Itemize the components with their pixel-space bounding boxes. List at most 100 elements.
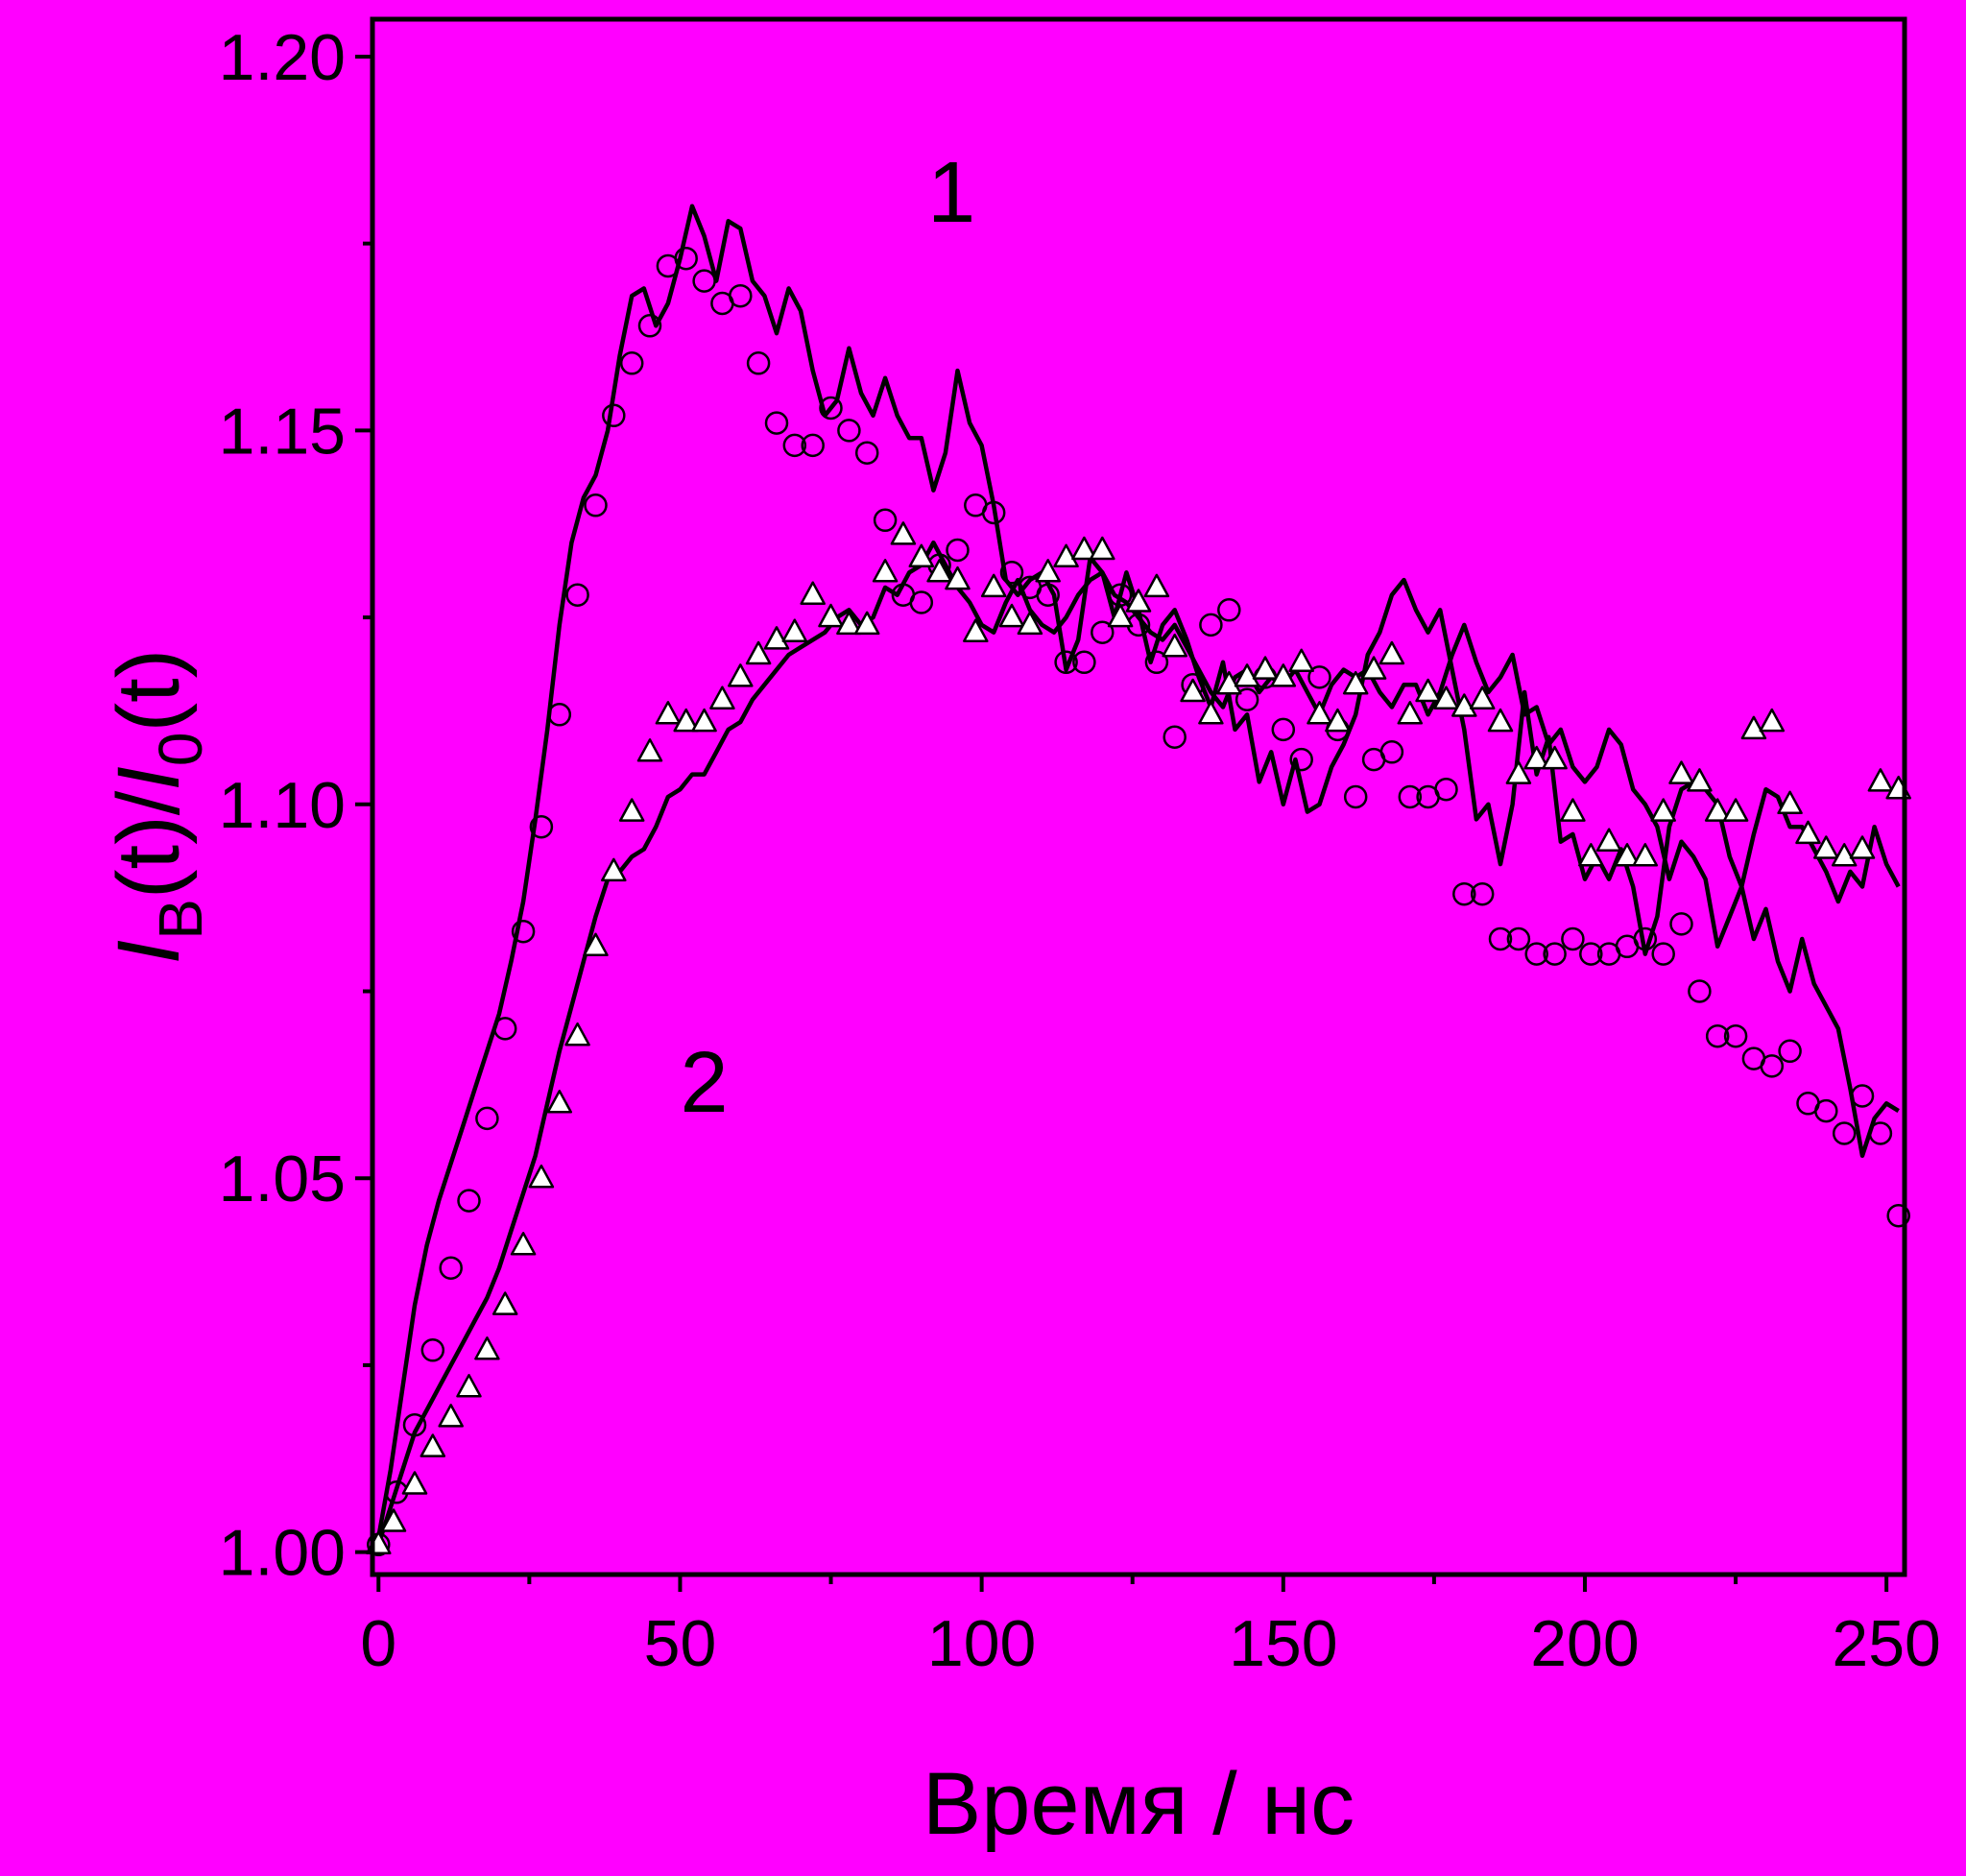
- tick-layer: [355, 54, 1889, 1592]
- series-1-point-triangle: [872, 559, 899, 583]
- series-1-point-triangle: [401, 1471, 428, 1495]
- series-1-point-triangle: [1198, 701, 1224, 725]
- series-0-point-circle: [402, 1412, 427, 1437]
- series-0-point-circle: [1271, 717, 1296, 742]
- series-1-point-triangle: [1107, 603, 1134, 628]
- series-1-point-triangle: [546, 1090, 573, 1114]
- series-0-point-circle: [547, 703, 572, 727]
- series-0-point-circle: [1579, 942, 1603, 966]
- series-0-point-circle: [439, 1256, 463, 1280]
- y-axis-title-mid: (t)/: [100, 790, 198, 899]
- series-0-point-circle: [1091, 620, 1115, 644]
- series-0-point-circle: [1163, 725, 1187, 749]
- y-axis-title-sub2: 0: [146, 733, 215, 767]
- series-0-point-circle: [801, 433, 825, 458]
- series-1-point-triangle: [380, 1508, 407, 1532]
- series-1-point-triangle: [1759, 708, 1786, 733]
- plot-frame: [370, 16, 1907, 1577]
- y-tick-label: 1.20: [219, 21, 346, 94]
- series-1-point-triangle: [1650, 798, 1676, 822]
- series-0-point-circle: [981, 500, 1006, 525]
- series-1-point-triangle: [1687, 768, 1713, 792]
- x-tick-label: 0: [360, 1607, 396, 1680]
- series-0-point-circle: [1669, 912, 1693, 936]
- series-1-point-triangle: [908, 543, 935, 568]
- series-1-point-triangle: [945, 565, 971, 590]
- series-0-point-circle: [1036, 583, 1060, 607]
- series-1-point-triangle: [1469, 685, 1496, 710]
- series-1-point-triangle: [853, 611, 880, 636]
- series-0-point-circle: [909, 590, 934, 614]
- series-1-point-triangle: [636, 738, 663, 762]
- series-1-point-triangle: [1360, 656, 1387, 680]
- series-0-point-circle: [1199, 613, 1223, 637]
- series-0-point-circle: [746, 351, 771, 375]
- series-0-point-circle: [492, 1017, 517, 1041]
- series-1-point-triangle: [1578, 843, 1604, 867]
- series-1-point-triangle: [1325, 708, 1351, 733]
- series-0-point-circle: [1289, 747, 1313, 772]
- series-0-point-circle: [837, 419, 861, 443]
- y-tick-label: 1.10: [219, 769, 346, 842]
- series-1-point-triangle: [1090, 536, 1115, 561]
- series-0-point-circle: [1524, 942, 1548, 966]
- series-0-point-circle: [565, 583, 589, 607]
- series-0-point-circle: [1814, 1098, 1838, 1123]
- y-tick-label: 1.05: [219, 1142, 346, 1215]
- series-0-point-circle: [946, 538, 970, 563]
- series-1-point-triangle: [1849, 835, 1876, 859]
- xtick-labels: 0 50 100 150 200 250: [360, 1607, 1941, 1680]
- series-1-point-triangle: [1125, 589, 1152, 613]
- series-1-point-triangle: [564, 1022, 590, 1046]
- x-tick-label: 250: [1832, 1607, 1940, 1680]
- series-1-point-triangle: [1397, 701, 1424, 725]
- series-0-point-circle: [1434, 777, 1458, 802]
- series-1-point-triangle: [998, 603, 1025, 628]
- series-1-point-triangle: [1216, 670, 1242, 695]
- series-0-point-circle: [1723, 1023, 1748, 1048]
- series-1-point-triangle: [1740, 715, 1767, 740]
- series-1-point-triangle: [1523, 745, 1549, 770]
- series-0-point-circle: [619, 351, 644, 375]
- series-0-point-circle: [1561, 926, 1585, 951]
- series-1-point-triangle: [1162, 633, 1187, 658]
- series-1-point-triangle: [1433, 685, 1459, 710]
- series-0-point-circle: [1778, 1039, 1802, 1064]
- series-1-point-triangle: [456, 1374, 482, 1398]
- x-tick-label: 200: [1530, 1607, 1639, 1680]
- series-1-point-triangle: [709, 685, 735, 710]
- series-0-point-circle: [1452, 881, 1476, 906]
- series-1-point-triangle: [510, 1232, 537, 1256]
- series-1-point-triangle: [1017, 611, 1043, 636]
- x-tick-label: 50: [644, 1607, 717, 1680]
- series-0-point-circle: [602, 403, 626, 428]
- series-0-point-circle: [1398, 784, 1423, 809]
- series-0-point-circle: [854, 441, 879, 465]
- series-0-point-circle: [819, 396, 843, 421]
- series-1-point-triangle: [1595, 828, 1622, 852]
- series-1-point-triangle: [1379, 640, 1405, 665]
- y-axis-title-end: (t): [100, 649, 198, 733]
- series-1-point-triangle: [1867, 768, 1894, 792]
- series-0-point-circle: [1217, 598, 1241, 622]
- series-1-point-triangle: [1053, 543, 1079, 568]
- series-1-point-triangle: [1614, 843, 1641, 867]
- series-1-point-triangle: [1722, 798, 1749, 822]
- series-1-point-triangle: [1270, 663, 1297, 687]
- series-0-point-circle: [475, 1106, 499, 1131]
- ytick-labels: 1.00 1.05 1.10 1.15 1.20: [219, 21, 346, 1590]
- series-1-point-triangle: [1451, 693, 1477, 717]
- series-1-point-triangle: [438, 1404, 464, 1428]
- series-1-point-triangle: [1234, 663, 1260, 687]
- series-3-line: [376, 540, 1900, 1546]
- series-1-point-triangle: [420, 1433, 446, 1457]
- series-1-point-triangle: [800, 581, 826, 605]
- series-0-point-circle: [1470, 881, 1495, 906]
- series-1-point-triangle: [655, 701, 682, 725]
- series-1-point-triangle: [1831, 843, 1858, 867]
- x-tick-label: 150: [1229, 1607, 1337, 1680]
- series-1-point-triangle: [1307, 701, 1332, 725]
- series-0-point-circle: [692, 269, 716, 293]
